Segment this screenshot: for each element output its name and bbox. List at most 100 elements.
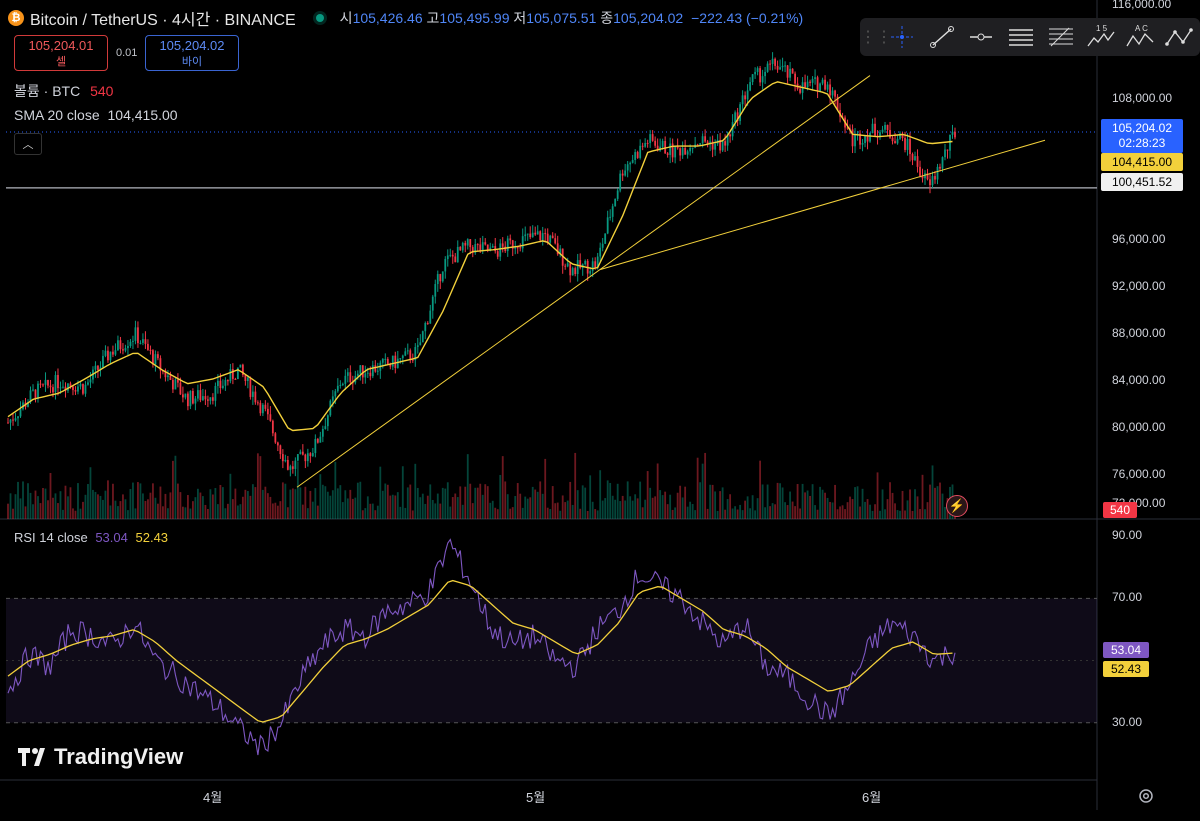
volume-bar bbox=[671, 509, 674, 519]
candle-body bbox=[54, 375, 57, 393]
volume-bar bbox=[774, 504, 776, 519]
candle-body bbox=[371, 365, 374, 377]
candle-body bbox=[489, 247, 492, 251]
volume-bar bbox=[236, 505, 239, 519]
volume-bar bbox=[194, 497, 197, 519]
sma-legend[interactable]: SMA 20 close 104,415.00 bbox=[14, 107, 178, 123]
volume-bar bbox=[604, 498, 607, 519]
candle-body bbox=[122, 349, 124, 351]
open-value: 105,426.46 bbox=[352, 10, 423, 26]
symbol-title[interactable]: Bitcoin / TetherUS · 4시간 · BINANCE bbox=[30, 12, 296, 29]
trend-line-icon[interactable] bbox=[922, 18, 962, 56]
volume-bar bbox=[349, 489, 352, 519]
volume-bar bbox=[699, 482, 702, 519]
pattern-abc-icon[interactable]: A C bbox=[1121, 18, 1161, 56]
candle-body bbox=[604, 233, 607, 244]
candle-body bbox=[229, 369, 232, 382]
volume-bar bbox=[941, 493, 944, 519]
volume-bar bbox=[691, 504, 694, 519]
volume-bar bbox=[74, 510, 77, 519]
volume-bar bbox=[159, 486, 162, 519]
volume-bar bbox=[364, 508, 367, 519]
volume-bar bbox=[119, 501, 122, 519]
volume-bar bbox=[711, 484, 714, 519]
candle-body bbox=[411, 359, 414, 361]
candle-body bbox=[366, 372, 369, 374]
collapse-legend-button[interactable]: ︿ bbox=[14, 133, 42, 155]
candle-body bbox=[316, 438, 319, 443]
volume-bar bbox=[851, 499, 854, 519]
fib-retracement-icon[interactable] bbox=[1041, 18, 1081, 56]
volume-bar bbox=[224, 508, 227, 519]
candle-body bbox=[764, 71, 767, 77]
rsi-legend[interactable]: RSI 14 close 53.04 52.43 bbox=[14, 530, 168, 545]
volume-bar bbox=[454, 493, 457, 519]
volume-bar bbox=[576, 490, 579, 519]
volume-bar bbox=[924, 509, 926, 519]
volume-bar bbox=[904, 510, 906, 519]
volume-bar bbox=[739, 504, 742, 519]
volume-bar bbox=[294, 489, 297, 519]
volume-bar bbox=[431, 499, 434, 519]
lightning-alert-icon[interactable]: ⚡ bbox=[946, 495, 968, 517]
volume-bar bbox=[246, 491, 249, 519]
candle-body bbox=[629, 162, 632, 165]
volume-bar bbox=[356, 482, 359, 519]
candle-body bbox=[696, 144, 699, 146]
candle-body bbox=[521, 236, 524, 249]
candle-body bbox=[206, 399, 209, 401]
buy-button[interactable]: 105,204.02 바이 bbox=[145, 35, 239, 71]
pattern-abcd-icon[interactable] bbox=[1160, 18, 1200, 56]
candle-body bbox=[44, 379, 47, 385]
rsi-value-label: 53.04 bbox=[1103, 642, 1149, 658]
sell-button[interactable]: 105,204.01 셀 bbox=[14, 35, 108, 71]
candle-body bbox=[861, 143, 864, 145]
close-value: 105,204.02 bbox=[613, 10, 684, 26]
parallel-channel-icon[interactable] bbox=[1001, 18, 1041, 56]
bitcoin-coin-icon: ₿ bbox=[8, 10, 24, 26]
candle-body bbox=[331, 396, 334, 401]
volume-bar bbox=[836, 509, 839, 519]
candle-body bbox=[69, 383, 72, 387]
candle-body bbox=[441, 271, 444, 282]
candle-body bbox=[231, 369, 234, 379]
volume-bar bbox=[326, 491, 329, 519]
candle-body bbox=[167, 375, 169, 378]
candle-body bbox=[346, 372, 349, 376]
horizontal-ray-icon[interactable] bbox=[962, 18, 1002, 56]
volume-bar bbox=[906, 500, 909, 519]
volume-bar bbox=[546, 507, 549, 519]
crosshair-icon[interactable] bbox=[882, 18, 922, 56]
candle-body bbox=[314, 438, 317, 454]
volume-bar bbox=[309, 490, 312, 519]
volume-bar bbox=[479, 483, 482, 519]
pattern-abc-text: A C bbox=[1135, 24, 1148, 33]
candle-body bbox=[951, 131, 954, 135]
candle-body bbox=[651, 134, 654, 141]
candle-body bbox=[84, 384, 87, 394]
candle-body bbox=[32, 389, 34, 391]
candle-body bbox=[684, 147, 687, 155]
candle-body bbox=[799, 88, 801, 93]
volume-bar bbox=[706, 508, 709, 519]
candle-body bbox=[821, 79, 824, 84]
candle-body bbox=[919, 166, 921, 176]
candle-body bbox=[416, 345, 419, 348]
hline-price-label: 100,451.52 bbox=[1101, 173, 1183, 191]
volume-bar bbox=[321, 484, 324, 519]
volume-legend[interactable]: 볼륨 · BTC 540 bbox=[14, 81, 113, 101]
candle-body bbox=[309, 453, 312, 457]
gear-icon[interactable] bbox=[1137, 787, 1155, 805]
candle-body bbox=[284, 459, 287, 462]
volume-bar bbox=[566, 500, 569, 519]
candle-body bbox=[12, 419, 14, 421]
candle-body bbox=[356, 373, 359, 376]
volume-bar bbox=[284, 483, 287, 519]
volume-bar bbox=[659, 490, 662, 519]
volume-bar bbox=[441, 487, 444, 519]
volume-bar bbox=[167, 508, 169, 519]
tradingview-logo[interactable]: TradingView bbox=[18, 744, 183, 770]
pattern-15-icon[interactable]: 1 5 bbox=[1081, 18, 1121, 56]
drag-grip-icon[interactable]: ⋮⋮ bbox=[860, 29, 892, 46]
